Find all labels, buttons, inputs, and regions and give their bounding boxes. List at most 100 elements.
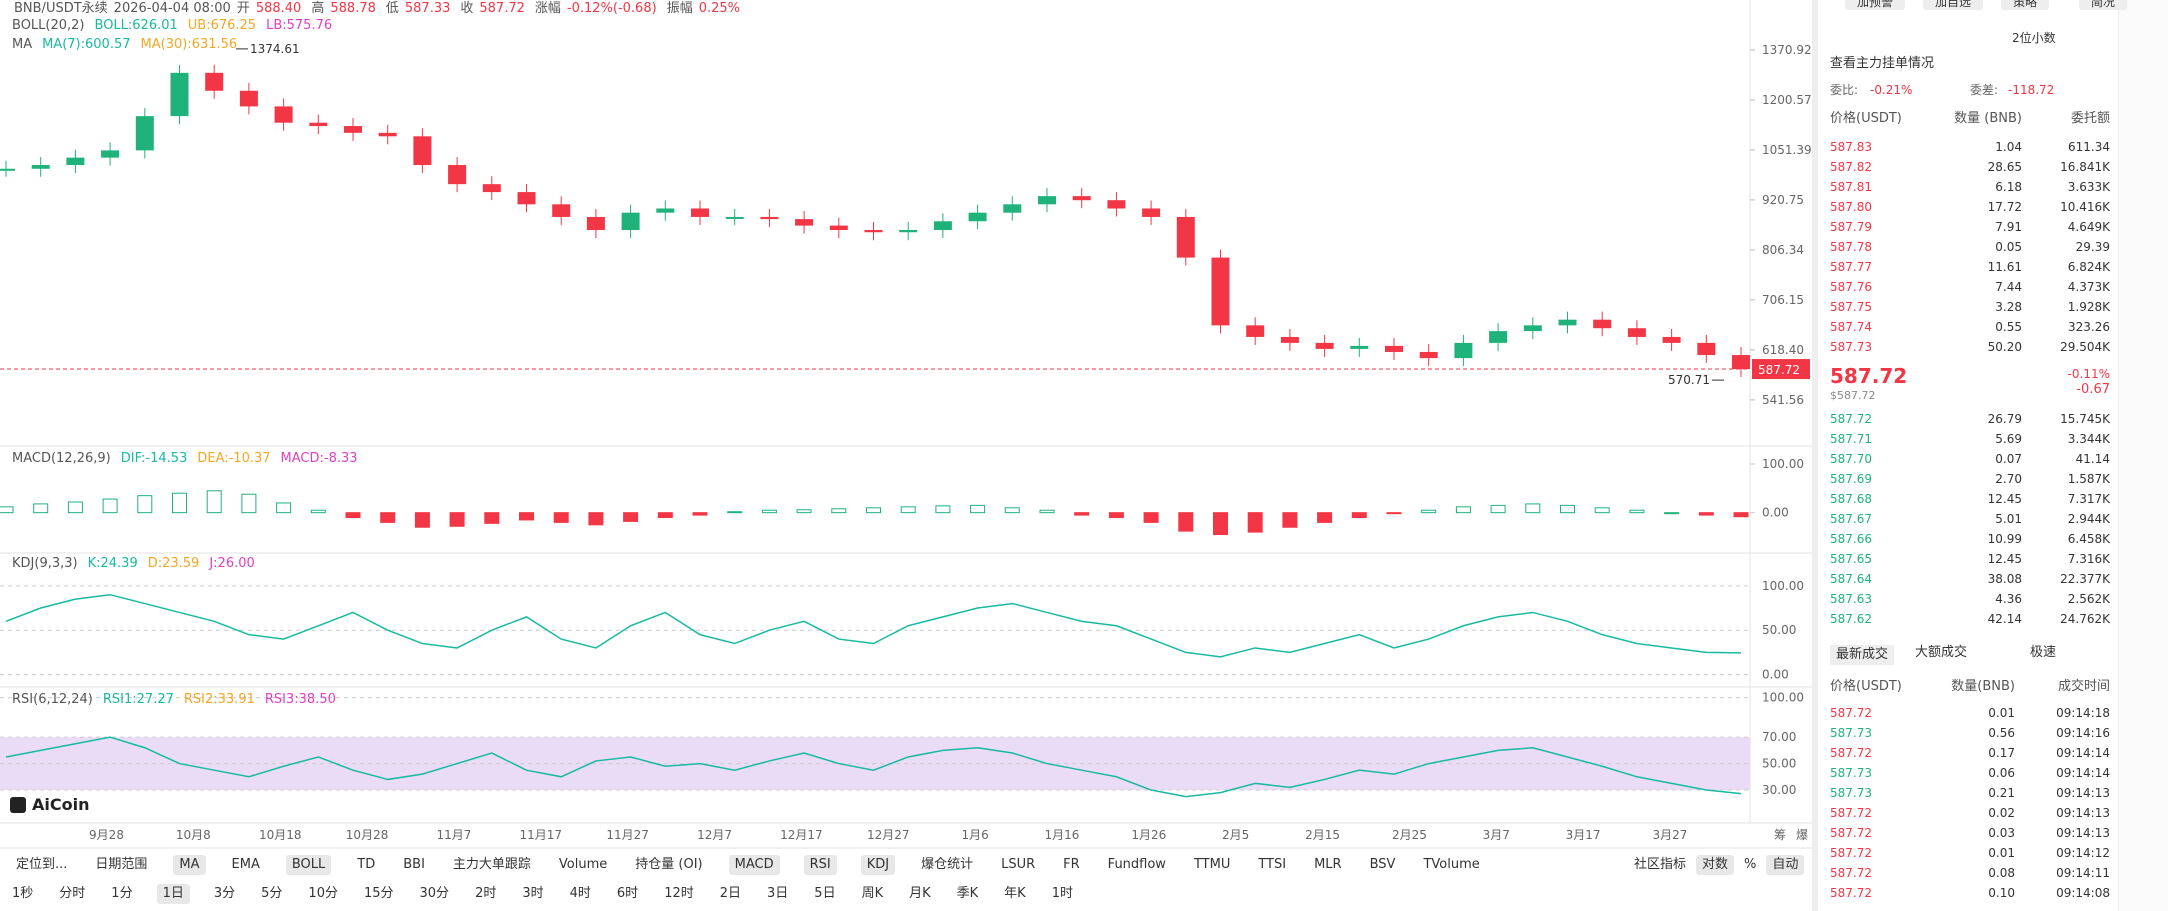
- toolbar-item[interactable]: 持仓量 (OI): [635, 857, 703, 872]
- trade-cell: 587.72: [1830, 826, 1872, 840]
- x-tick-label: 3月17: [1566, 828, 1601, 842]
- x-tick-label: 12月17: [780, 828, 823, 842]
- splitter[interactable]: [1812, 0, 1818, 911]
- y-tick-label: 920.75: [1762, 193, 1804, 207]
- button[interactable]: 加自选: [1923, 0, 1984, 10]
- toolbar-item[interactable]: 12时: [664, 886, 694, 901]
- trade-cell: 0.01: [1988, 706, 2015, 720]
- book-cell: 6.824K: [2067, 260, 2110, 274]
- toolbar-item[interactable]: 定位到...: [16, 857, 68, 872]
- trade-cell: 0.02: [1988, 806, 2015, 820]
- book-cell: 587.69: [1830, 472, 1872, 486]
- indicator-value: MA(30):631.56: [140, 37, 238, 52]
- y-tick-label: 100.00: [1762, 691, 1804, 705]
- toolbar-item[interactable]: TVolume: [1423, 857, 1480, 872]
- toolbar-item[interactable]: 周K: [861, 886, 884, 901]
- toolbar-item[interactable]: 30分: [419, 886, 450, 901]
- tab[interactable]: 大额成交: [1915, 645, 1968, 660]
- toolbar-item[interactable]: RSI: [803, 855, 837, 875]
- candle: [135, 116, 154, 151]
- y-tick-label: 70.00: [1762, 730, 1796, 744]
- candle: [933, 221, 952, 231]
- toolbar-item[interactable]: Fundflow: [1107, 857, 1166, 872]
- macd-bar: [1733, 512, 1749, 518]
- toolbar-item[interactable]: TTMU: [1193, 857, 1231, 872]
- tab[interactable]: 最新成交: [1830, 645, 1895, 665]
- candle: [1176, 216, 1195, 258]
- toolbar-item[interactable]: 1时: [1051, 886, 1073, 901]
- toolbar-item[interactable]: %: [1744, 857, 1757, 872]
- decimals[interactable]: 2位小数: [2012, 31, 2056, 45]
- toolbar-item[interactable]: 6时: [616, 886, 639, 901]
- toolbar-item[interactable]: BSV: [1369, 857, 1396, 872]
- toolbar-item[interactable]: TTSI: [1258, 857, 1287, 872]
- toolbar-item[interactable]: EMA: [231, 857, 260, 872]
- macd-bar: [761, 509, 777, 514]
- toolbar-item[interactable]: 10分: [308, 886, 338, 901]
- toolbar-item[interactable]: MA: [173, 855, 206, 875]
- book-cell: 6.18: [1995, 180, 2022, 194]
- toolbar-item[interactable]: BOLL: [285, 855, 332, 875]
- candle: [725, 216, 744, 219]
- toolbar-item[interactable]: 年K: [1004, 886, 1026, 901]
- toolbar: 1秒 分时 1分 1日 3分 5分 10分 15分 30分 2时 3时 4时 6时 12时 2日 3日 5日 周K…: [10, 884, 1075, 904]
- toolbar-item[interactable]: MLR: [1314, 857, 1342, 872]
- y-tick-label: 806.34: [1762, 243, 1804, 257]
- last-usd: $587.72: [1830, 389, 1876, 402]
- toolbar-item[interactable]: 4时: [569, 886, 591, 901]
- logo-mark: [10, 797, 26, 813]
- x-tick-label: 1月16: [1045, 828, 1080, 842]
- trade-cell: 0.56: [1988, 726, 2015, 740]
- value: -0.21%: [1870, 83, 1913, 97]
- indicator-value: D:23.59: [147, 556, 200, 571]
- trade-cell: 09:14:16: [2056, 726, 2110, 740]
- book-cell: 1.928K: [2067, 300, 2110, 314]
- macd-bar: [1594, 507, 1610, 514]
- toolbar-item[interactable]: MACD: [728, 855, 780, 875]
- macd-bar: [276, 502, 292, 514]
- toolbar-item[interactable]: LSUR: [1001, 857, 1036, 872]
- toolbar-item[interactable]: 月K: [909, 886, 931, 901]
- toolbar-item[interactable]: 2日: [719, 886, 742, 901]
- toolbar-item[interactable]: 社区指标: [1634, 857, 1687, 872]
- macd-bar: [866, 507, 881, 514]
- trade-cell: 0.03: [1988, 826, 2015, 840]
- toolbar-item[interactable]: 3分: [213, 886, 236, 901]
- toolbar-item[interactable]: 3时: [522, 886, 544, 901]
- toolbar-item[interactable]: 1分: [111, 886, 133, 901]
- toolbar-item[interactable]: 主力大单跟踪: [452, 857, 531, 872]
- trade-cell: 587.72: [1830, 746, 1872, 760]
- toolbar-item[interactable]: 3日: [767, 886, 789, 901]
- trade-cell: 587.72: [1830, 866, 1872, 880]
- button[interactable]: 策略: [2001, 0, 2050, 10]
- toolbar-item[interactable]: 15分: [363, 886, 394, 901]
- toolbar-item[interactable]: FR: [1063, 857, 1080, 872]
- toolbar-item[interactable]: 对数: [1696, 855, 1735, 875]
- toolbar-item[interactable]: Volume: [558, 857, 608, 872]
- toolbar-item[interactable]: 日期范围: [95, 857, 148, 872]
- book-cell: 38.08: [1987, 572, 2022, 586]
- toolbar-item[interactable]: TD: [357, 857, 376, 872]
- tab[interactable]: 极速: [2030, 645, 2057, 660]
- toolbar-item[interactable]: KDJ: [860, 855, 896, 875]
- button[interactable]: 加预警: [1845, 0, 1906, 10]
- toolbar-item[interactable]: BBI: [403, 857, 425, 872]
- toolbar-item[interactable]: 爆仓统计: [921, 857, 974, 872]
- macd-bar: [900, 506, 916, 514]
- button[interactable]: 简况: [2079, 0, 2128, 10]
- toolbar-item[interactable]: 1秒: [12, 886, 34, 901]
- macd-bar: [33, 503, 49, 514]
- toolbar-item[interactable]: 自动: [1766, 855, 1805, 875]
- toolbar-item[interactable]: 2时: [475, 886, 497, 901]
- candle: [1038, 196, 1056, 205]
- toolbar-item[interactable]: 1日: [156, 884, 190, 904]
- toolbar-item[interactable]: 5日: [814, 886, 836, 901]
- macd-bar: [0, 506, 14, 514]
- toolbar-item[interactable]: 季K: [956, 886, 979, 901]
- depth-link[interactable]: 查看主力挂单情况: [1830, 56, 1935, 71]
- candle: [413, 136, 432, 166]
- column-header: 价格(USDT): [1830, 111, 1902, 126]
- toolbar-item[interactable]: 5分: [261, 886, 283, 901]
- indicator-value: BOLL:626.01: [94, 18, 178, 33]
- toolbar-item[interactable]: 分时: [59, 886, 86, 901]
